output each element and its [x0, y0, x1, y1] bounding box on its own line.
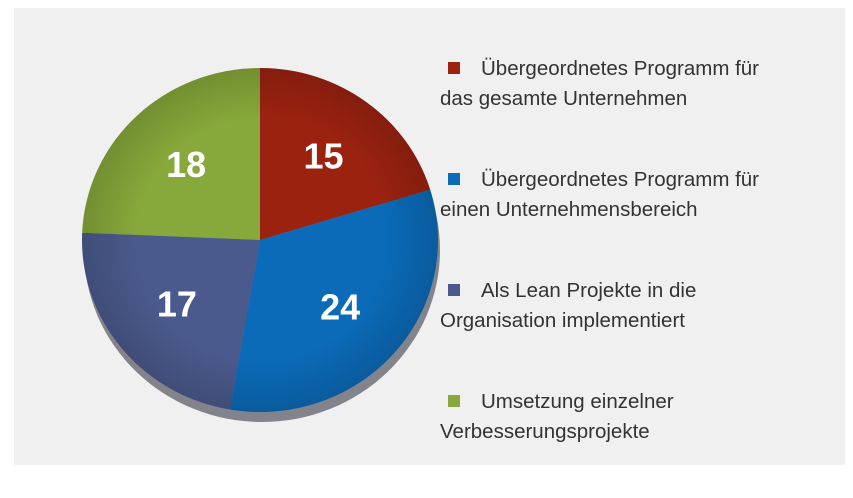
legend-swatch	[448, 173, 460, 185]
legend-item: Als Lean Projekte in die Organisation im…	[440, 276, 840, 387]
data-label: 17	[157, 283, 197, 324]
chart: 15 24 17 18	[81, 67, 440, 422]
legend-item: Übergeordnetes Programm für einen Untern…	[440, 165, 840, 276]
legend-swatch	[448, 62, 460, 74]
legend-label: Umsetzung einzelner Verbesserungsprojekt…	[440, 390, 674, 443]
legend-swatch	[448, 395, 460, 407]
data-label: 18	[166, 144, 206, 185]
legend-label: Übergeordnetes Programm für einen Untern…	[440, 168, 760, 221]
legend-label: Übergeordnetes Programm für das gesamte …	[440, 57, 760, 110]
data-label: 15	[303, 136, 343, 177]
legend-swatch	[448, 284, 460, 296]
legend-item: Übergeordnetes Programm für das gesamte …	[440, 54, 840, 165]
legend: Übergeordnetes Programm für das gesamte …	[440, 54, 840, 498]
legend-label: Als Lean Projekte in die Organisation im…	[440, 279, 697, 332]
legend-item: Umsetzung einzelner Verbesserungsprojekt…	[440, 387, 840, 498]
data-label: 24	[320, 287, 360, 328]
page: 15 24 17 18 Übergeordnetes Programm für das…	[14, 8, 845, 465]
pie-shading	[82, 68, 438, 412]
